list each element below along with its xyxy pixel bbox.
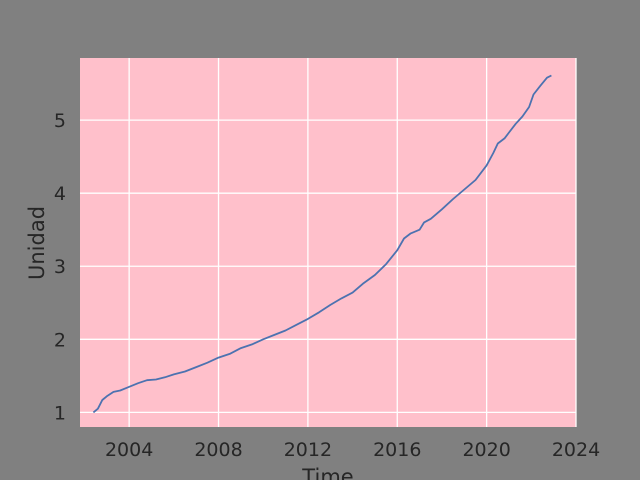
x-axis-label: Time [301,465,353,480]
y-axis-ticks: 1 2 3 4 5 [54,110,66,424]
x-tick-label: 2020 [462,439,510,461]
x-tick-label: 2024 [552,439,600,461]
y-tick-label: 1 [54,402,66,424]
y-tick-label: 4 [54,183,66,205]
y-tick-label: 5 [54,110,66,132]
series-line [92,74,552,414]
y-tick-label: 2 [54,329,66,351]
x-axis-ticks: 2004 2008 2012 2016 2020 2024 [105,439,600,461]
grid-lines [80,58,577,427]
x-tick-label: 2016 [373,439,421,461]
x-tick-label: 2012 [284,439,332,461]
x-tick-label: 2008 [194,439,242,461]
y-tick-label: 3 [54,256,66,278]
series-layer [92,74,552,414]
x-tick-label: 2004 [105,439,153,461]
plot-area [80,58,576,427]
y-axis-label: Unidad [25,206,49,280]
